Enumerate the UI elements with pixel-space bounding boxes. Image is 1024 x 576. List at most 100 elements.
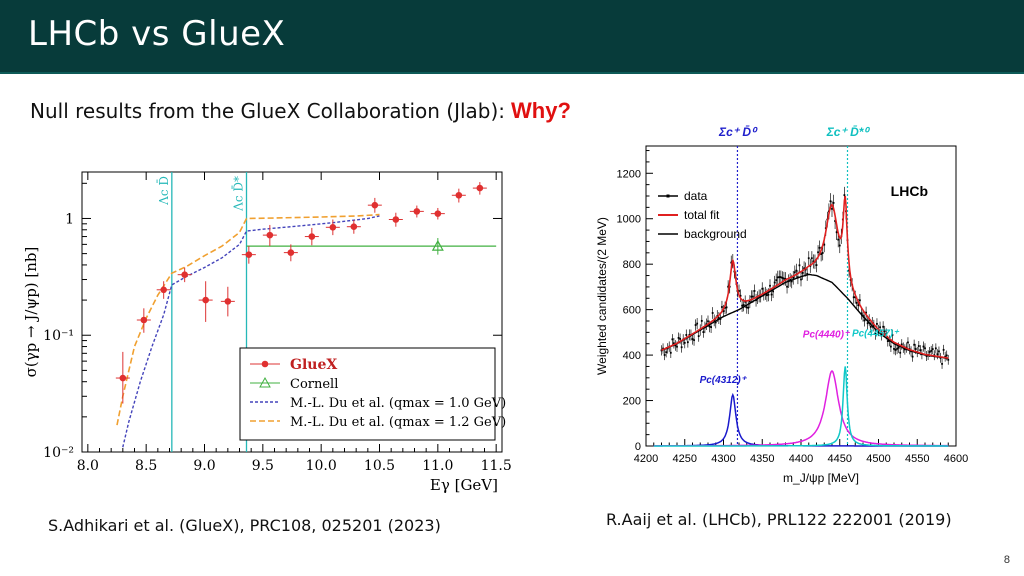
data-point bbox=[897, 346, 900, 349]
y-tick-label: 600 bbox=[623, 305, 641, 317]
gluex-point bbox=[329, 224, 337, 231]
data-point bbox=[753, 290, 756, 292]
data-point bbox=[714, 321, 717, 324]
data-point bbox=[829, 200, 832, 203]
data-point bbox=[747, 306, 750, 309]
data-point bbox=[882, 325, 885, 328]
gluex-chart: 8.0 8.5 9.0 9.5 10.0 10.5 11.0 11.5 10⁻² 10⁻¹ 1 Eγ … bbox=[22, 171, 512, 494]
slide-subtitle: Null results from the GlueX Collaboratio… bbox=[30, 98, 571, 124]
data-point bbox=[854, 296, 857, 299]
data-point bbox=[838, 244, 841, 247]
du-qmax-1.2-curve bbox=[116, 213, 380, 426]
data-point bbox=[790, 280, 793, 283]
data-point bbox=[686, 341, 689, 344]
data-point bbox=[914, 348, 917, 350]
threshold-label: Σc⁺ D̄⁰ bbox=[718, 125, 758, 139]
data-point bbox=[676, 345, 678, 348]
data-point bbox=[911, 355, 914, 358]
gluex-point bbox=[140, 316, 148, 324]
data-point bbox=[899, 351, 902, 354]
x-tick-label: 8.0 bbox=[77, 458, 99, 474]
legend-cornell-marker bbox=[259, 376, 271, 388]
data-point bbox=[834, 220, 836, 222]
legend-cornell-label: Cornell bbox=[290, 377, 338, 392]
experiment-label: LHCb bbox=[891, 183, 928, 199]
data-point bbox=[702, 331, 705, 333]
data-point bbox=[673, 342, 675, 345]
data-point bbox=[793, 271, 796, 274]
data-point bbox=[663, 354, 666, 356]
data-point bbox=[886, 340, 889, 342]
data-point bbox=[843, 194, 846, 197]
slide-title: LHCb vs GlueX bbox=[28, 14, 286, 54]
data-point bbox=[717, 317, 720, 319]
data-point bbox=[928, 351, 931, 353]
data-point bbox=[820, 253, 823, 255]
data-point bbox=[738, 290, 740, 292]
data-point bbox=[739, 294, 742, 297]
data-point bbox=[722, 310, 725, 312]
data-point bbox=[767, 293, 770, 296]
data-point bbox=[815, 264, 818, 266]
data-point bbox=[852, 296, 855, 299]
gluex-point bbox=[350, 223, 358, 231]
data-point bbox=[941, 362, 943, 365]
state-curve bbox=[653, 392, 949, 447]
x-tick-label: 9.0 bbox=[193, 458, 215, 474]
data-point bbox=[696, 322, 699, 325]
data-point bbox=[930, 349, 933, 352]
data-point bbox=[868, 319, 871, 322]
data-point bbox=[891, 334, 894, 336]
data-point bbox=[756, 296, 759, 299]
data-point bbox=[801, 272, 804, 274]
y-axis-label: Weighted candidates/(2 MeV) bbox=[595, 217, 609, 375]
gluex-data-points bbox=[115, 182, 487, 404]
state-curve bbox=[653, 366, 949, 447]
data-point bbox=[665, 351, 668, 354]
data-point bbox=[744, 300, 747, 303]
data-point bbox=[893, 348, 895, 350]
x-tick-label: 8.5 bbox=[135, 458, 157, 474]
data-point bbox=[671, 338, 674, 341]
data-point bbox=[674, 344, 677, 347]
y-tick-label: 1000 bbox=[617, 214, 641, 226]
gluex-point bbox=[119, 374, 127, 382]
data-point bbox=[773, 281, 776, 284]
data-point bbox=[697, 335, 700, 338]
gluex-point bbox=[392, 216, 400, 223]
gluex-point bbox=[245, 251, 253, 258]
data-point bbox=[800, 278, 802, 281]
data-point bbox=[883, 330, 886, 333]
y-tick-label: 10⁻¹ bbox=[43, 328, 74, 344]
y-tick-label: 1200 bbox=[617, 168, 641, 180]
data-point bbox=[781, 277, 784, 279]
x-tick-label: 4600 bbox=[944, 453, 968, 465]
lhcb-legend: data total fit background bbox=[658, 189, 747, 241]
legend-du12-label: M.-L. Du et al. (qmax = 1.2 GeV) bbox=[290, 415, 506, 430]
data-point bbox=[907, 341, 909, 344]
right-citation: R.Aaij et al. (LHCb), PRL122 222001 (201… bbox=[606, 510, 952, 529]
why-text: Why? bbox=[511, 98, 571, 123]
y-axis-label: σ(γp → J/ψp) [nb] bbox=[22, 247, 40, 378]
gluex-point bbox=[287, 249, 295, 256]
x-tick-label: 9.5 bbox=[252, 458, 274, 474]
data-point bbox=[919, 349, 922, 352]
gluex-axes: 8.0 8.5 9.0 9.5 10.0 10.5 11.0 11.5 10⁻² 10⁻¹ 1 Eγ … bbox=[22, 171, 512, 494]
legend-du10-label: M.-L. Du et al. (qmax = 1.0 GeV) bbox=[290, 396, 506, 411]
data-point bbox=[724, 306, 726, 309]
data-point bbox=[683, 341, 686, 344]
data-point bbox=[700, 319, 703, 322]
data-point bbox=[913, 343, 916, 346]
data-point bbox=[748, 300, 751, 303]
x-tick-label: 4300 bbox=[711, 453, 735, 465]
data-point bbox=[865, 311, 867, 314]
data-point bbox=[783, 277, 785, 280]
threshold-label: Σc⁺ D̄*⁰ bbox=[826, 125, 871, 139]
data-point bbox=[894, 348, 897, 351]
gluex-point bbox=[160, 286, 167, 294]
data-point bbox=[863, 319, 866, 322]
data-point bbox=[730, 261, 733, 264]
legend-gluex-marker bbox=[261, 360, 269, 368]
data-point bbox=[859, 299, 861, 302]
x-tick-label: 4350 bbox=[750, 453, 774, 465]
